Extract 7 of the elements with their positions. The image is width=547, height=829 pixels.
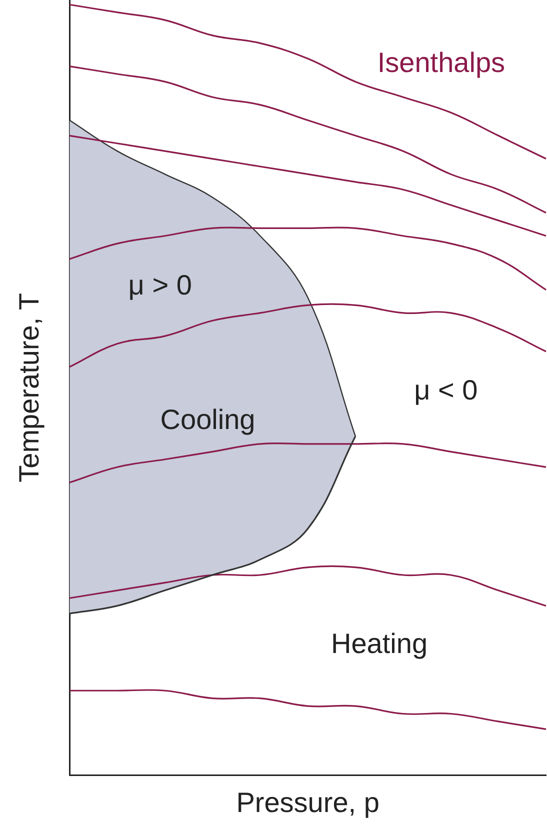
annotation: Heating	[331, 628, 428, 659]
annotation: μ < 0	[414, 374, 478, 406]
annotation: Cooling	[160, 404, 256, 435]
y-axis-title: Temperature, T	[14, 293, 45, 482]
series-label: Isenthalps	[377, 47, 506, 78]
annotation: μ > 0	[128, 270, 192, 301]
x-axis-title: Pressure, p	[236, 786, 380, 818]
